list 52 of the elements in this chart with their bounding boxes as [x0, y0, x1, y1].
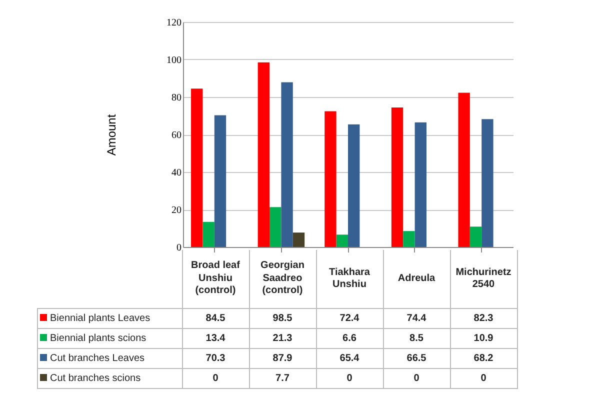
bar [258, 62, 270, 247]
bar [336, 234, 348, 247]
data-label: 70.3 [182, 348, 249, 368]
bar [324, 111, 336, 247]
bar [414, 122, 426, 247]
data-label: 0 [316, 368, 383, 388]
y-axis-title: Amount [104, 114, 118, 156]
legend-label: Cut branches Leaves [38, 348, 182, 368]
data-label: 8.5 [383, 328, 450, 348]
legend-label: Cut branches scions [38, 368, 182, 388]
legend-label: Biennial plants Leaves [38, 308, 182, 328]
x-tick-label: Georgian Saadreo (control) [249, 250, 316, 308]
data-label: 6.6 [316, 328, 383, 348]
bar [292, 232, 305, 247]
data-label: 74.4 [383, 308, 450, 328]
y-tick-label: 0 [176, 242, 182, 254]
y-tick-label: 20 [172, 205, 182, 216]
bar [391, 108, 404, 247]
data-label: 7.7 [249, 368, 316, 388]
data-label: 68.2 [450, 348, 517, 368]
bar [202, 222, 214, 247]
data-label: 66.5 [383, 348, 450, 368]
data-label: 87.9 [249, 348, 316, 368]
bar [470, 226, 482, 247]
x-tick-label: Adreula [383, 250, 450, 308]
data-label: 10.9 [450, 328, 517, 348]
data-label: 84.5 [182, 308, 249, 328]
bar [191, 88, 203, 247]
data-label: 0 [450, 368, 517, 388]
data-label: 65.4 [316, 348, 383, 368]
bar [348, 124, 360, 247]
bar [403, 231, 415, 247]
data-label: 72.4 [316, 308, 383, 328]
bar [214, 115, 226, 247]
bar [482, 119, 494, 247]
y-tick-label: 40 [172, 168, 182, 178]
data-label: 21.3 [249, 328, 316, 348]
legend-label: Biennial plants scions [38, 328, 182, 348]
x-tick-label: Broad leaf Unshiu (control) [182, 250, 249, 308]
data-label: 82.3 [450, 308, 517, 328]
y-tick-label: 60 [172, 130, 182, 141]
y-tick-label: 80 [172, 92, 182, 104]
data-label: 98.5 [249, 308, 316, 328]
x-tick-label: Tiakhara Unshiu [316, 250, 383, 308]
bar [458, 92, 470, 247]
y-tick-label: 100 [166, 55, 182, 66]
bar [270, 207, 282, 247]
y-tick-label: 120 [166, 18, 182, 28]
data-label: 13.4 [182, 328, 249, 348]
data-label: 0 [383, 368, 450, 388]
x-tick-label: Michurinetz 2540 [450, 250, 517, 308]
bar [281, 82, 293, 247]
